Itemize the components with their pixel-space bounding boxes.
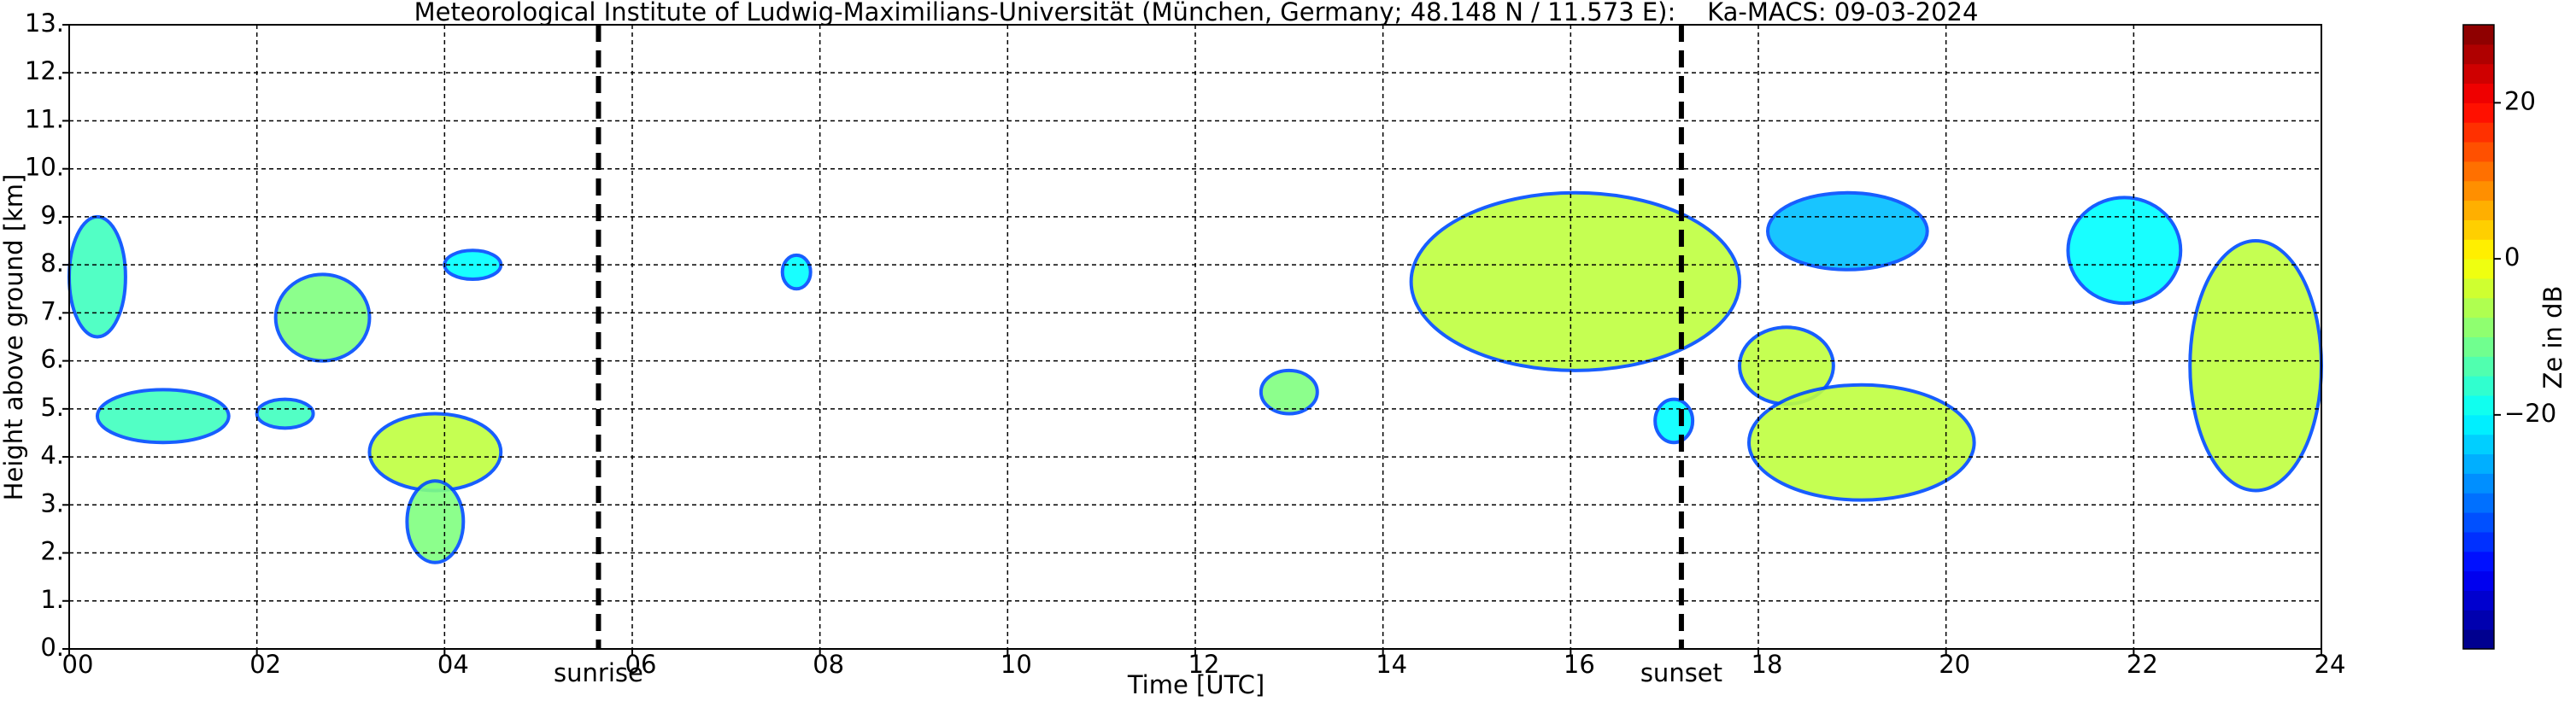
y-tick-label: 12. [25,56,64,85]
colorbar-segment [2463,356,2494,377]
colorbar-segment [2463,434,2494,455]
radar-echo [367,412,503,493]
y-tick-label: 13. [25,9,64,38]
y-tick-label: 0. [40,633,64,662]
colorbar-segment [2463,317,2494,337]
x-tick-label: 24 [2315,650,2346,679]
colorbar-segment [2463,531,2494,552]
y-tick-label: 8. [40,248,64,278]
radar-echo [1259,368,1319,416]
colorbar-segment [2463,629,2494,650]
x-tick-label: 00 [62,650,94,679]
colorbar-segment [2463,161,2494,182]
colorbar-segment [2463,570,2494,591]
colorbar-tick-label: −20 [2504,399,2556,428]
radar-echo [2188,239,2324,493]
x-tick-label: 12 [1188,650,1220,679]
colorbar-segment [2463,63,2494,85]
x-tick-label: 06 [625,650,657,679]
radar-echo [255,397,315,430]
colorbar-segment [2463,336,2494,357]
colorbar-segment [2463,551,2494,572]
colorbar-segment [2463,473,2494,494]
x-tick-label: 18 [1752,650,1783,679]
colorbar-segment [2463,278,2494,299]
colorbar-segment [2463,493,2494,513]
chart-title: Meteorological Institute of Ludwig-Maxim… [414,0,1979,26]
colorbar-segment [2463,142,2494,162]
colorbar-segment [2463,414,2494,435]
colorbar-segment [2463,200,2494,220]
x-tick-label: 20 [1939,650,1970,679]
radar-echo [405,479,466,564]
colorbar-segment [2463,453,2494,474]
y-tick-label: 3. [40,488,64,517]
x-axis-label: Time [UTC] [1127,670,1265,699]
y-tick-label: 10. [25,153,64,182]
colorbar-segment [2463,83,2494,103]
x-tick-label: 04 [437,650,469,679]
y-tick-label: 11. [25,104,64,133]
colorbar-frame [2462,24,2495,650]
colorbar-segment [2463,297,2494,318]
y-tick-label: 1. [40,585,64,614]
radar-echo [67,214,127,339]
x-tick-label: 02 [249,650,281,679]
y-tick-label: 5. [40,393,64,422]
x-tick-label: 10 [1000,650,1032,679]
colorbar-segment [2463,122,2494,143]
colorbar-segment [2463,376,2494,396]
radar-echo [1765,190,1929,272]
radar-echo [1747,383,1976,502]
annotation-label: sunset [1640,658,1722,687]
radar-echo [780,253,813,291]
colorbar-segment [2463,25,2494,45]
radar-echo [1409,190,1742,372]
colorbar-segment [2463,180,2494,202]
radar-echo [2066,196,2183,306]
colorbar-segment [2463,259,2494,279]
radar-echo [95,388,231,445]
annotation-label: sunrise [554,658,643,687]
radar-echo [1653,397,1695,445]
colorbar-segment [2463,219,2494,240]
plot-frame [68,24,2322,650]
x-tick-label: 14 [1376,650,1407,679]
y-tick-label: 9. [40,201,64,230]
colorbar-segment [2463,44,2494,65]
y-tick-label: 7. [40,296,64,325]
x-tick-label: 08 [813,650,844,679]
y-tick-label: 6. [40,345,64,374]
x-tick-label: 22 [2127,650,2158,679]
colorbar-segment [2463,610,2494,630]
colorbar-tick-label: 0 [2504,242,2520,272]
colorbar-segment [2463,395,2494,416]
radar-echo [273,272,372,363]
colorbar-segment [2463,590,2494,611]
x-tick-label: 16 [1564,650,1595,679]
colorbar-segment [2463,239,2494,260]
y-tick-label: 2. [40,537,64,566]
colorbar-label: Ze in dB [2538,286,2567,389]
y-axis-label: Height above ground [km] [0,174,28,501]
colorbar-segment [2463,102,2494,123]
y-tick-label: 4. [40,441,64,470]
colorbar-segment [2463,512,2494,533]
colorbar-tick-label: 20 [2504,86,2536,115]
